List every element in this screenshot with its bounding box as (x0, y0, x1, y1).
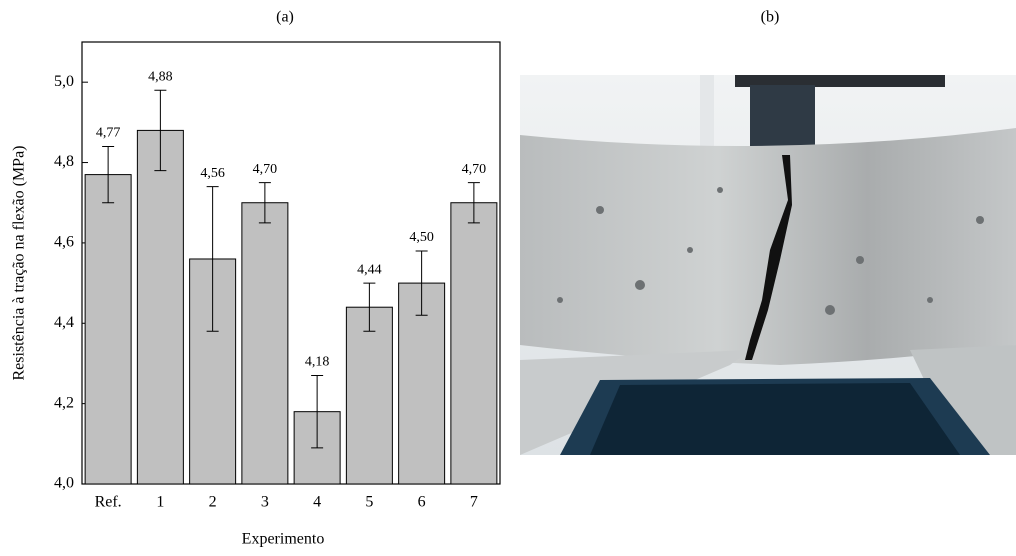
bar (346, 307, 392, 484)
x-tick-label: 4 (313, 494, 321, 511)
x-tick-label: 7 (470, 494, 478, 511)
value-label: 4,50 (409, 230, 434, 245)
value-label: 4,70 (462, 162, 487, 177)
x-axis-label: Experimento (242, 531, 325, 548)
x-tick-label: 2 (209, 494, 217, 511)
bar (451, 203, 497, 484)
x-tick-label: 3 (261, 494, 269, 511)
value-label: 4,70 (253, 162, 278, 177)
x-tick-label: 5 (365, 494, 373, 511)
bar (85, 175, 131, 484)
photo-label: (b) (761, 9, 780, 26)
value-label: 4,77 (96, 126, 121, 141)
photo (520, 75, 1016, 455)
y-tick-label: 4,8 (54, 153, 74, 170)
chart-title: (a) (276, 9, 294, 26)
value-label: 4,18 (305, 355, 330, 370)
value-label: 4,44 (357, 262, 382, 277)
value-label: 4,56 (200, 166, 225, 181)
y-axis-label: Resistência à tração na flexão (MPa) (11, 145, 28, 380)
y-tick-label: 5,0 (54, 73, 74, 90)
bar (137, 130, 183, 484)
y-tick-label: 4,2 (54, 394, 74, 411)
bar (242, 203, 288, 484)
x-tick-label: 6 (418, 494, 426, 511)
x-tick-label: Ref. (95, 494, 122, 511)
value-label: 4,88 (148, 69, 173, 84)
figure: (a) (b) Experimento Resistência à tração… (0, 0, 1016, 551)
y-tick-label: 4,0 (54, 475, 74, 492)
y-tick-label: 4,4 (54, 314, 74, 331)
x-tick-label: 1 (156, 494, 164, 511)
y-tick-label: 4,6 (54, 234, 74, 251)
